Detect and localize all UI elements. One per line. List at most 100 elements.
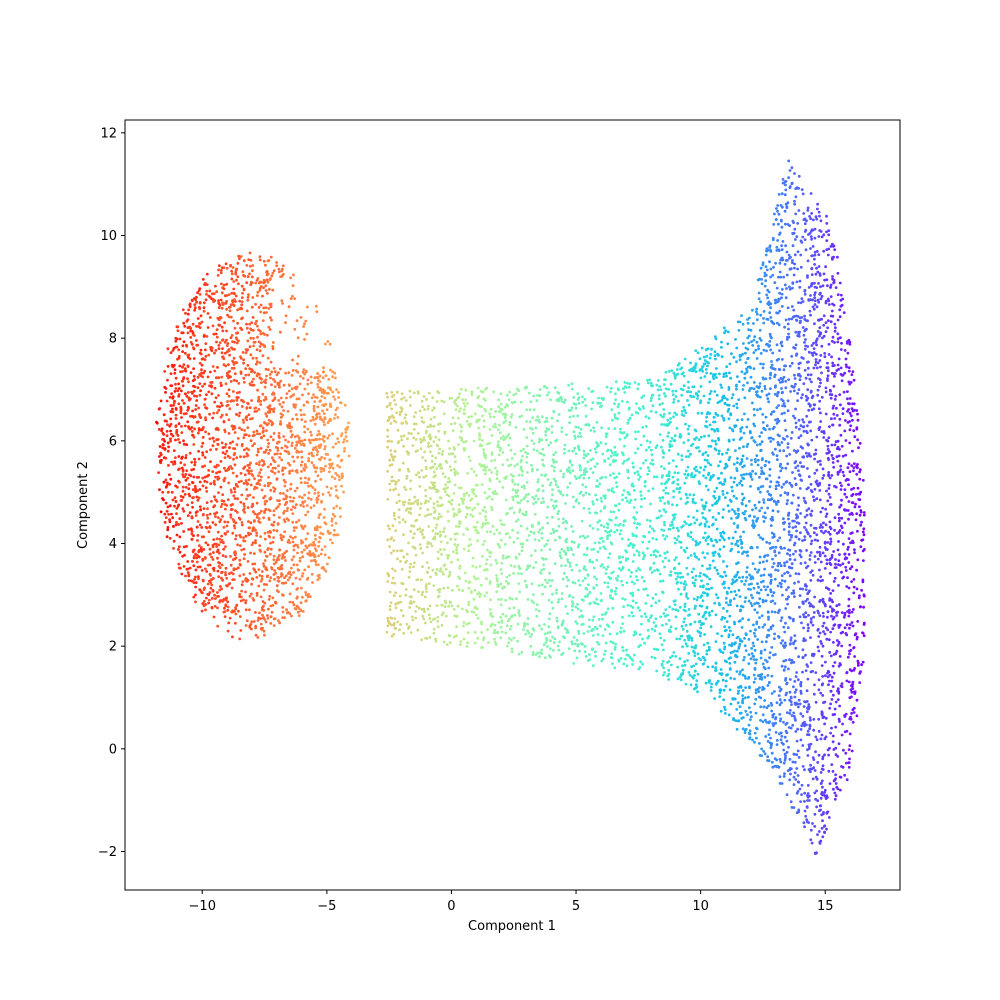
scatter-point (240, 296, 244, 299)
scatter-point (289, 429, 293, 433)
scatter-point (398, 521, 401, 524)
scatter-point (444, 567, 448, 571)
scatter-point (291, 284, 295, 287)
scatter-point (631, 560, 635, 563)
scatter-point (167, 512, 171, 516)
scatter-point (708, 397, 711, 401)
scatter-point (470, 467, 473, 471)
scatter-point (233, 347, 236, 351)
scatter-point (622, 431, 626, 434)
scatter-point (609, 386, 613, 390)
scatter-point (442, 586, 446, 590)
scatter-point (252, 377, 255, 381)
scatter-point (621, 498, 624, 502)
scatter-point (183, 493, 187, 496)
scatter-point (450, 604, 454, 608)
scatter-point (334, 408, 338, 412)
scatter-point (501, 556, 505, 560)
scatter-point (245, 452, 249, 455)
scatter-point (179, 411, 183, 415)
scatter-point (401, 500, 405, 504)
scatter-point (552, 530, 556, 533)
scatter-point (264, 507, 268, 511)
scatter-point (806, 623, 810, 627)
scatter-point (247, 293, 250, 296)
scatter-point (286, 450, 290, 454)
scatter-point (462, 408, 466, 411)
scatter-point (282, 435, 286, 438)
scatter-point (660, 445, 663, 449)
scatter-point (629, 604, 633, 608)
scatter-point (461, 501, 465, 505)
scatter-point (554, 483, 558, 487)
scatter-point (206, 543, 210, 547)
scatter-point (235, 456, 239, 460)
scatter-point (398, 594, 402, 598)
scatter-point (560, 592, 564, 595)
scatter-point (248, 608, 251, 612)
scatter-point (180, 431, 184, 434)
scatter-point (225, 584, 228, 587)
scatter-point (197, 544, 201, 548)
scatter-point (426, 607, 430, 611)
scatter-point (300, 539, 303, 543)
scatter-point (557, 489, 561, 493)
scatter-point (236, 275, 240, 279)
scatter-point (217, 491, 220, 494)
scatter-point (334, 413, 337, 416)
scatter-point (593, 465, 597, 468)
scatter-point (599, 496, 603, 500)
scatter-point (457, 588, 461, 592)
scatter-point (450, 422, 453, 426)
scatter-point (179, 409, 183, 413)
scatter-point (534, 608, 538, 611)
scatter-point (234, 537, 238, 541)
scatter-point (238, 593, 242, 596)
scatter-point (638, 568, 642, 572)
scatter-point (564, 502, 567, 505)
scatter-point (204, 608, 207, 612)
scatter-point (509, 448, 513, 452)
scatter-point (457, 575, 461, 579)
scatter-point (556, 625, 560, 628)
scatter-point (472, 439, 476, 443)
scatter-point (227, 374, 231, 378)
scatter-point (197, 406, 201, 410)
scatter-point (544, 578, 547, 582)
scatter-point (227, 315, 231, 319)
scatter-point (251, 444, 255, 448)
scatter-point (433, 509, 437, 512)
scatter-point (386, 395, 389, 399)
scatter-point (553, 466, 556, 469)
scatter-point (181, 489, 185, 493)
scatter-point (627, 568, 631, 572)
scatter-point (180, 522, 183, 525)
scatter-point (248, 272, 251, 276)
scatter-point (519, 400, 523, 404)
scatter-point (466, 472, 469, 475)
scatter-point (291, 417, 294, 421)
scatter-point (652, 561, 656, 565)
scatter-point (396, 620, 400, 624)
scatter-point (159, 453, 163, 456)
scatter-point (627, 476, 630, 480)
scatter-point (235, 391, 239, 395)
scatter-point (489, 530, 492, 534)
scatter-point (653, 475, 656, 479)
scatter-point (201, 436, 205, 439)
scatter-point (577, 396, 581, 399)
scatter-point (228, 305, 232, 309)
scatter-point (194, 511, 198, 514)
scatter-point (467, 415, 471, 419)
scatter-point (644, 459, 648, 462)
scatter-point (657, 599, 661, 603)
scatter-point (614, 642, 617, 646)
scatter-point (273, 569, 277, 572)
scatter-point (276, 523, 280, 526)
scatter-point (637, 473, 640, 477)
scatter-point (455, 625, 458, 629)
scatter-point (276, 556, 280, 559)
scatter-point (556, 644, 560, 648)
scatter-point (585, 587, 589, 591)
scatter-point (242, 467, 246, 470)
